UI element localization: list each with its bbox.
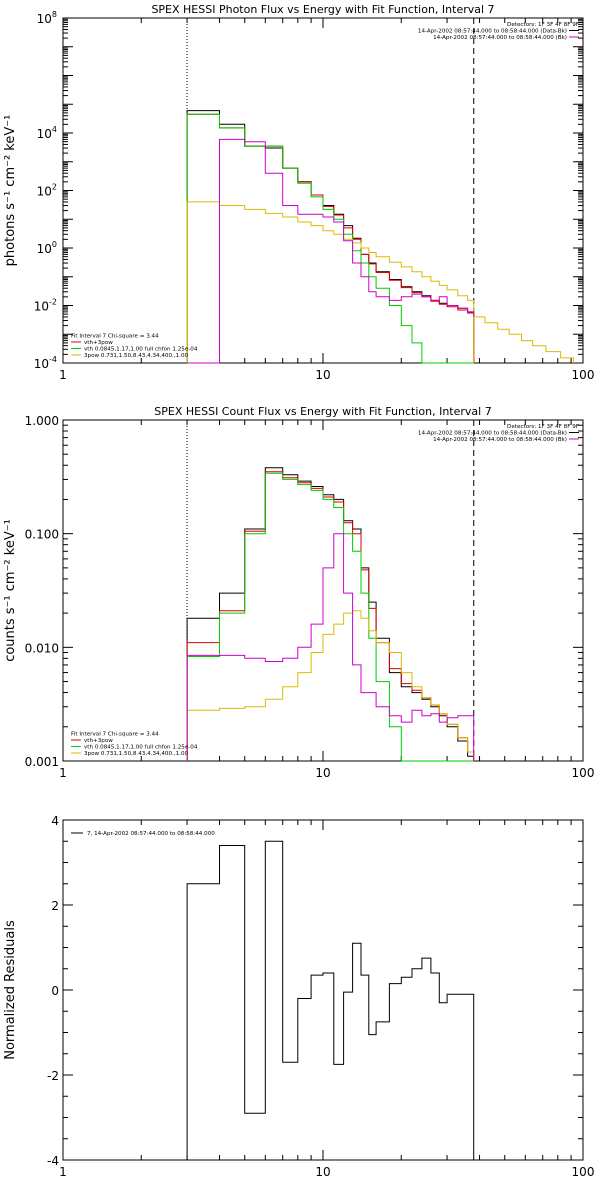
- plot-frame: [62, 819, 584, 1161]
- y-tick-label: 100: [37, 240, 57, 256]
- series-line-5: [186, 533, 475, 761]
- y-tick-label: 4: [51, 814, 59, 828]
- y-axis-label: counts s⁻¹ cm⁻² keV⁻¹: [3, 519, 18, 662]
- series-line-1: [186, 110, 475, 363]
- x-tick-label: 100: [572, 766, 595, 780]
- x-tick-label: 1: [59, 766, 67, 780]
- x-tick-label: 10: [315, 368, 330, 382]
- y-tick-label: 102: [37, 183, 57, 199]
- legend-entry: Fit Interval 7 Chi-square = 3.44: [71, 732, 159, 738]
- y-axis-label: photons s⁻¹ cm⁻² keV⁻¹: [3, 115, 18, 267]
- legend-entry: 14-Apr-2002 08:57:44.000 to 08:58:44.000…: [433, 437, 567, 443]
- series-line-3: [186, 113, 474, 364]
- x-tick-label: 100: [572, 368, 595, 382]
- y-tick-label: 0.010: [25, 641, 59, 655]
- x-tick-label: 1: [59, 368, 67, 382]
- x-tick-label: 100: [572, 1165, 595, 1179]
- plot-frame: [62, 17, 584, 364]
- y-tick-label: -2: [47, 1069, 59, 1083]
- series-line-2: [186, 113, 475, 363]
- legend-entry: Fit Interval 7 Chi-square = 3.44: [71, 334, 159, 340]
- legend-entry: 3pow 0.731,1.50,8.43,4.34,400.,1.00: [84, 353, 189, 359]
- legend-entry: vth+3pow: [84, 738, 113, 744]
- series-line-4: [186, 201, 475, 363]
- legend-entry: vth 0.0845,1.17,1.00 full chfon 1.25e-04: [84, 347, 198, 353]
- y-tick-label: 1.000: [25, 414, 59, 428]
- series-line-1: [186, 840, 475, 1160]
- legend-entry: Detectors: 1F 3F 4F 8F 9F: [507, 424, 579, 430]
- x-tick-label: 1: [59, 1165, 67, 1179]
- y-tick-label: 10-4: [34, 355, 57, 371]
- series-line-6: [473, 316, 575, 363]
- legend-entry: Detectors: 1F 3F 4F 8F 9F: [507, 22, 579, 28]
- legend-entry: vth 0.0845,1.17,1.00 full chfon 1.25e-04: [84, 745, 198, 751]
- panel-3: 1 10 100 -4 -2 0 2 4 Normalized Residuals 7, 14-A…: [3, 814, 594, 1179]
- legend-entry: vth+3pow: [84, 340, 113, 346]
- y-tick-label: 104: [37, 125, 57, 141]
- legend-entry: 14-Apr-2002 08:57:44.000 to 08:58:44.000…: [418, 431, 567, 437]
- legend-entry: 3pow 0.731,1.50,8.43,4.34,400.,1.00: [84, 751, 189, 757]
- chart-title: SPEX HESSI Photon Flux vs Energy with Fi…: [151, 3, 494, 16]
- series-line-1: [186, 467, 475, 761]
- y-tick-label: 0: [51, 984, 59, 998]
- panel-1: SPEX HESSI Photon Flux vs Energy with Fi…: [3, 3, 594, 382]
- series-line-4: [186, 610, 475, 761]
- y-tick-label: 0.100: [25, 528, 59, 542]
- y-tick-label: 0.001: [25, 755, 59, 769]
- chart-title: SPEX HESSI Count Flux vs Energy with Fit…: [154, 405, 491, 418]
- panel-2: SPEX HESSI Count Flux vs Energy with Fit…: [3, 405, 594, 780]
- y-tick-label: 2: [51, 899, 59, 913]
- y-tick-label: 10-2: [34, 298, 57, 314]
- y-tick-label: -4: [47, 1154, 59, 1168]
- series-line-3: [186, 472, 474, 762]
- y-axis-label: Normalized Residuals: [3, 920, 18, 1060]
- legend-entry: 14-Apr-2002 08:57:44.000 to 08:58:44.000…: [418, 29, 567, 35]
- legend-entry: 14-Apr-2002 08:57:44.000 to 08:58:44.000…: [433, 35, 567, 41]
- x-tick-label: 10: [315, 1165, 330, 1179]
- series-line-2: [186, 471, 475, 761]
- y-tick-label: 108: [37, 10, 57, 26]
- legend-entry: 7, 14-Apr-2002 08:57:44.000 to 08:58:44.…: [87, 831, 215, 837]
- x-tick-label: 10: [315, 766, 330, 780]
- series-line-5: [187, 138, 475, 364]
